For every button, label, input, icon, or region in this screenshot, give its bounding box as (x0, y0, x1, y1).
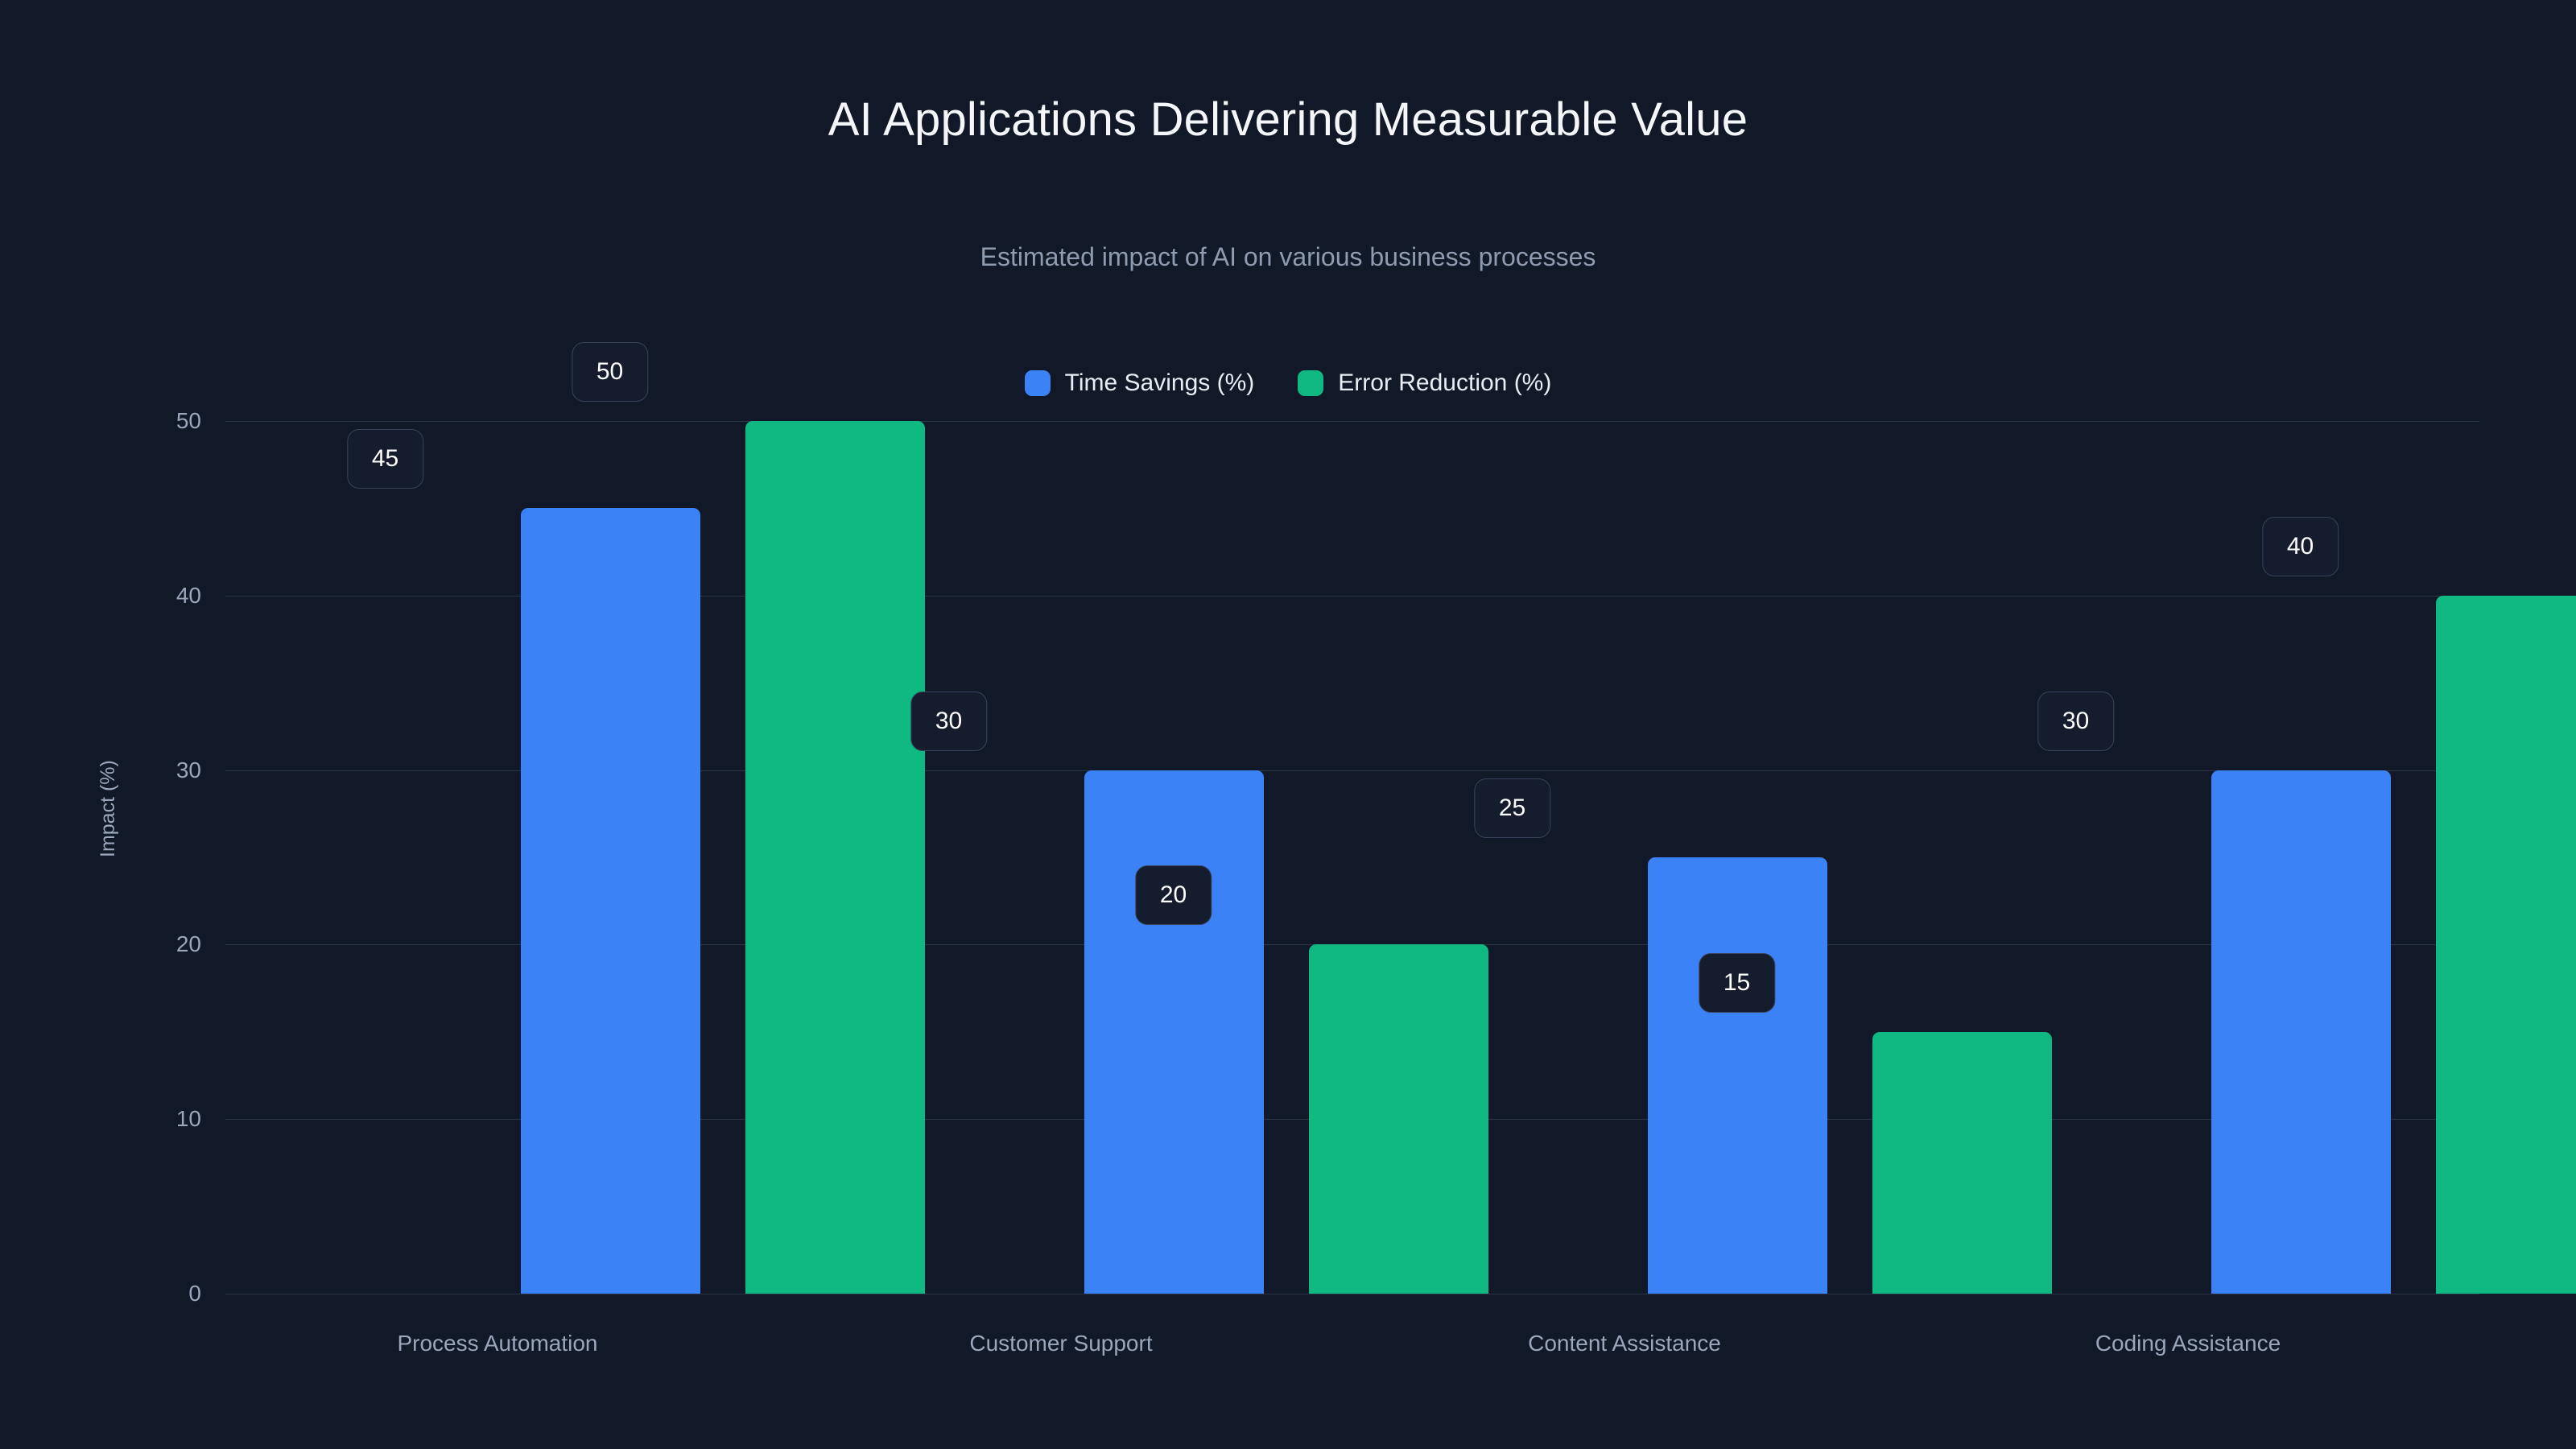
bar-time-savings-3[interactable] (1648, 857, 1827, 1294)
value-label-error-reduction-3: 15 (1698, 952, 1776, 1013)
x-tick-label-4: Coding Assistance (2095, 1331, 2281, 1356)
legend-swatch-icon-time-savings (1024, 370, 1051, 396)
gridline-50 (225, 421, 2479, 422)
bar-time-savings-1[interactable] (521, 508, 700, 1294)
x-tick-label-1: Process Automation (397, 1331, 598, 1356)
chart-title: AI Applications Delivering Measurable Va… (828, 93, 1748, 146)
value-label-time-savings-3: 25 (1473, 778, 1551, 838)
legend-label-error-reduction: Error Reduction (%) (1338, 369, 1552, 396)
value-label-error-reduction-4: 40 (2261, 516, 2339, 576)
bar-error-reduction-1[interactable] (745, 421, 925, 1294)
bar-error-reduction-3[interactable] (1872, 1031, 2052, 1294)
y-tick-label-30: 30 (175, 757, 201, 782)
y-tick-label-50: 50 (175, 408, 201, 433)
legend-item-time-savings[interactable]: Time Savings (%) (1024, 369, 1255, 396)
x-tick-label-2: Customer Support (969, 1331, 1153, 1356)
legend-swatch-icon-error-reduction (1298, 370, 1324, 396)
bar-error-reduction-2[interactable] (1309, 944, 1488, 1294)
y-tick-label-40: 40 (175, 582, 201, 608)
y-tick-label-20: 20 (175, 931, 201, 957)
plot-area (225, 421, 2576, 1294)
x-tick-label-3: Content Assistance (1528, 1331, 1721, 1356)
gridline-30 (225, 770, 2479, 771)
chart-subtitle: Estimated impact of AI on various busine… (980, 242, 1596, 271)
y-tick-label-0: 0 (188, 1281, 201, 1306)
legend-item-error-reduction[interactable]: Error Reduction (%) (1298, 370, 1551, 396)
y-tick-label-10: 10 (175, 1106, 201, 1132)
bar-time-savings-4[interactable] (2211, 770, 2391, 1294)
gridline-40 (225, 595, 2479, 597)
value-label-time-savings-1: 45 (346, 429, 424, 489)
value-label-time-savings-2: 30 (910, 691, 988, 751)
value-label-error-reduction-1: 50 (571, 342, 649, 402)
bar-time-savings-2[interactable] (1084, 770, 1264, 1294)
value-label-time-savings-4: 30 (2037, 691, 2115, 751)
bar-error-reduction-4[interactable] (2436, 595, 2576, 1294)
value-label-error-reduction-2: 20 (1134, 865, 1212, 926)
chart-legend: Time Savings (%) Error Reduction (%) (0, 370, 2576, 396)
legend-label-time-savings: Time Savings (%) (1064, 369, 1255, 396)
